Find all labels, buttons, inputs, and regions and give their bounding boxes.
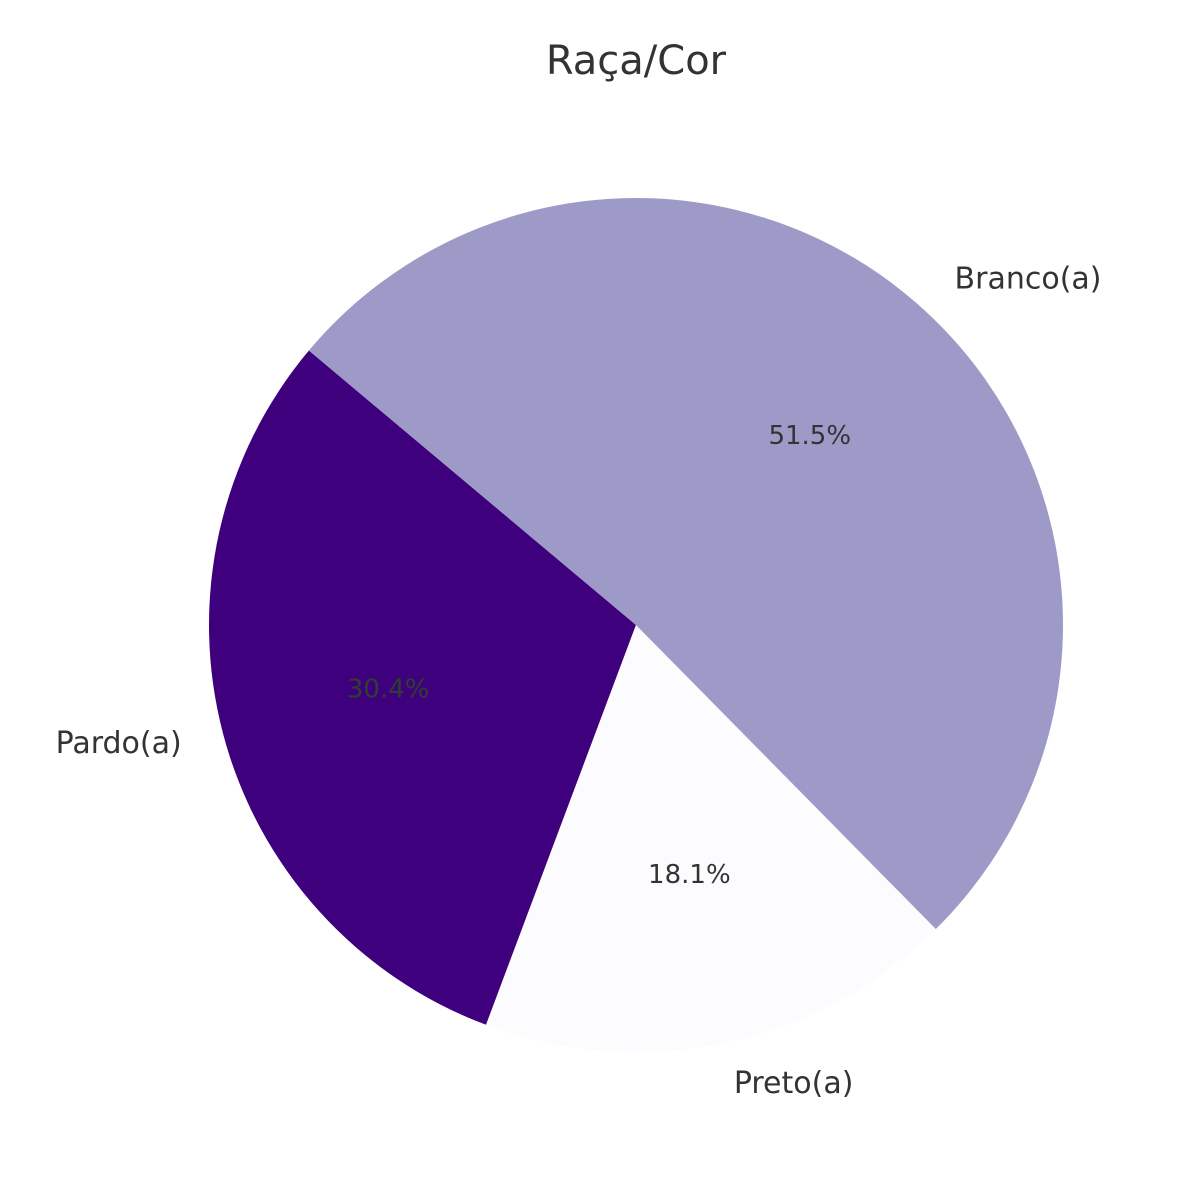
slice-percent-pardo-a: 30.4% <box>347 675 430 705</box>
pie-slice-branco-a <box>308 197 1064 930</box>
slice-percent-branco-a: 51.5% <box>768 421 851 451</box>
slice-percent-preto-a: 18.1% <box>648 860 731 890</box>
pie-slices <box>209 197 1064 1052</box>
slice-label-branco-a: Branco(a) <box>955 261 1102 296</box>
chart-title: Raça/Cor <box>546 38 727 84</box>
pie-slice-pardo-a <box>209 350 636 1025</box>
pie-slice-preto-a <box>486 625 936 1052</box>
pie-labels: Pardo(a) 30.4% Preto(a) 18.1% Branco(a) 51.5% <box>56 261 1102 1101</box>
slice-label-preto-a: Preto(a) <box>734 1066 854 1101</box>
slice-label-pardo-a: Pardo(a) <box>56 726 182 761</box>
